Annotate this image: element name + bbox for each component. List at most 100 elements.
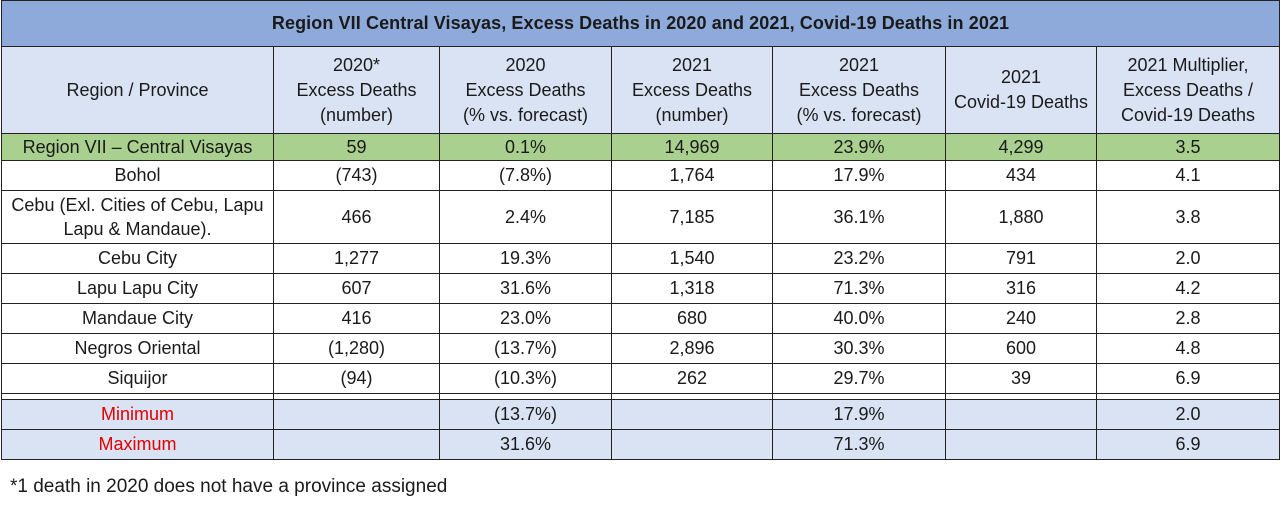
table-cell: 2.0 (1095, 243, 1280, 274)
region-total-row: Region VII – Central Visayas 59 0.1% 14,… (1, 133, 1280, 161)
province-name-cell: Siquijor (1, 363, 274, 394)
table-cell: 791 (945, 243, 1097, 274)
table-cell: 0.1% (439, 133, 612, 161)
header-2020-excess-number: 2020* Excess Deaths (number) (273, 46, 440, 134)
table-cell: 1,277 (273, 243, 440, 274)
province-name-cell: Negros Oriental (1, 333, 274, 364)
table-cell: 19.3% (439, 243, 612, 274)
header-line: Excess Deaths (465, 79, 586, 100)
header-line: Excess Deaths (798, 79, 920, 100)
table-cell: 3.5 (1095, 133, 1280, 161)
table-cell: 4.8 (1095, 333, 1280, 364)
header-line: 2021 Multiplier, (1127, 54, 1249, 75)
table-cell: 6.9 (1095, 363, 1280, 394)
header-line: (number) (319, 104, 394, 125)
table-cell: 4,299 (945, 133, 1097, 161)
header-line: (% vs. forecast) (462, 104, 589, 125)
maximum-row: Maximum 31.6% 71.3% 6.9 (1, 429, 1280, 460)
header-2020-excess-pct: 2020 Excess Deaths (% vs. forecast) (439, 46, 612, 134)
table-cell: (10.3%) (439, 363, 612, 394)
table-cell: 71.3% (772, 273, 946, 304)
header-line: (number) (655, 104, 729, 125)
table-cell: (743) (273, 160, 440, 191)
table-cell: 2,896 (611, 333, 773, 364)
region-name-cell: Region VII – Central Visayas (1, 133, 274, 161)
table-row: Siquijor (94) (10.3%) 262 29.7% 39 6.9 (1, 363, 1280, 394)
header-line: 2020 (505, 54, 546, 75)
province-name-cell: Lapu Lapu City (1, 273, 274, 304)
minimum-label: Minimum (1, 399, 274, 430)
header-line: (% vs. forecast) (796, 104, 922, 125)
table-cell: 40.0% (772, 303, 946, 334)
table-row: Cebu (Exl. Cities of Cebu, Lapu Lapu & M… (1, 190, 1280, 244)
table-row: Bohol (743) (7.8%) 1,764 17.9% 434 4.1 (1, 160, 1280, 191)
header-2021-excess-pct: 2021 Excess Deaths (% vs. forecast) (772, 46, 946, 134)
table-cell: 2.4% (439, 190, 612, 244)
maximum-2021-pct: 71.3% (772, 429, 946, 460)
header-line: Region / Province (66, 79, 209, 100)
header-2021-excess-number: 2021 Excess Deaths (number) (611, 46, 773, 134)
table-row: Lapu Lapu City 607 31.6% 1,318 71.3% 316… (1, 273, 1280, 304)
table-cell: 23.2% (772, 243, 946, 274)
header-line: Excess Deaths (631, 79, 753, 100)
table-cell: 2.8 (1095, 303, 1280, 334)
table-cell: (94) (273, 363, 440, 394)
table-cell: 14,969 (611, 133, 773, 161)
table-row: Cebu City 1,277 19.3% 1,540 23.2% 791 2.… (1, 243, 1280, 274)
table-cell: 680 (611, 303, 773, 334)
table-cell: 466 (273, 190, 440, 244)
title-row: Region VII Central Visayas, Excess Death… (0, 0, 1280, 47)
maximum-multiplier: 6.9 (1095, 429, 1280, 460)
table-cell: 416 (273, 303, 440, 334)
table-row: Mandaue City 416 23.0% 680 40.0% 240 2.8 (1, 303, 1280, 334)
table-cell: 59 (273, 133, 440, 161)
province-name-cell: Mandaue City (1, 303, 274, 334)
maximum-2020-pct: 31.6% (439, 429, 612, 460)
table-cell: 39 (945, 363, 1097, 394)
header-row: Region / Province 2020* Excess Deaths (n… (1, 46, 1280, 134)
header-line: 2021 (671, 54, 713, 75)
header-line: Excess Deaths / (1122, 79, 1254, 100)
header-line: 2021 (1000, 67, 1042, 87)
table-cell: (1,280) (273, 333, 440, 364)
table-cell: (13.7%) (439, 333, 612, 364)
table-cell: 23.0% (439, 303, 612, 334)
header-line: Covid-19 Deaths (953, 92, 1089, 112)
table-cell: 316 (945, 273, 1097, 304)
header-line: Excess Deaths (296, 79, 417, 100)
header-2021-multiplier: 2021 Multiplier, Excess Deaths / Covid-1… (1095, 46, 1280, 134)
table-cell: 36.1% (772, 190, 946, 244)
table-title: Region VII Central Visayas, Excess Death… (0, 0, 1280, 47)
table-cell: 17.9% (772, 160, 946, 191)
header-2021-covid-deaths: 2021 Covid-19 Deaths (945, 46, 1097, 134)
minimum-2020-pct: (13.7%) (439, 399, 612, 430)
table-cell: 23.9% (772, 133, 946, 161)
table-cell: 31.6% (439, 273, 612, 304)
province-name-cell: Cebu City (1, 243, 274, 274)
header-region-province: Region / Province (1, 46, 274, 134)
table-cell: 434 (945, 160, 1097, 191)
maximum-label: Maximum (1, 429, 274, 460)
table-cell: 4.2 (1095, 273, 1280, 304)
table-cell: 600 (945, 333, 1097, 364)
table-cell: 262 (611, 363, 773, 394)
table-cell: 29.7% (772, 363, 946, 394)
table-cell: 1,318 (611, 273, 773, 304)
province-name-cell: Bohol (1, 160, 274, 191)
minimum-row: Minimum (13.7%) 17.9% 2.0 (1, 399, 1280, 430)
table-cell: (7.8%) (439, 160, 612, 191)
header-line: Covid-19 Deaths (1120, 104, 1256, 125)
table-cell: 30.3% (772, 333, 946, 364)
table-container: Region VII Central Visayas, Excess Death… (0, 0, 1280, 460)
table-cell: 1,764 (611, 160, 773, 191)
table-cell: 3.8 (1095, 190, 1280, 244)
table-cell: 240 (945, 303, 1097, 334)
footnote: *1 death in 2020 does not have a provinc… (10, 476, 448, 497)
minimum-multiplier: 2.0 (1095, 399, 1280, 430)
province-name-cell: Cebu (Exl. Cities of Cebu, Lapu Lapu & M… (1, 190, 274, 244)
table-cell: 607 (273, 273, 440, 304)
table-cell: 4.1 (1095, 160, 1280, 191)
table-cell: 7,185 (611, 190, 773, 244)
table-row: Negros Oriental (1,280) (13.7%) 2,896 30… (1, 333, 1280, 364)
header-line: 2021 (838, 54, 880, 75)
